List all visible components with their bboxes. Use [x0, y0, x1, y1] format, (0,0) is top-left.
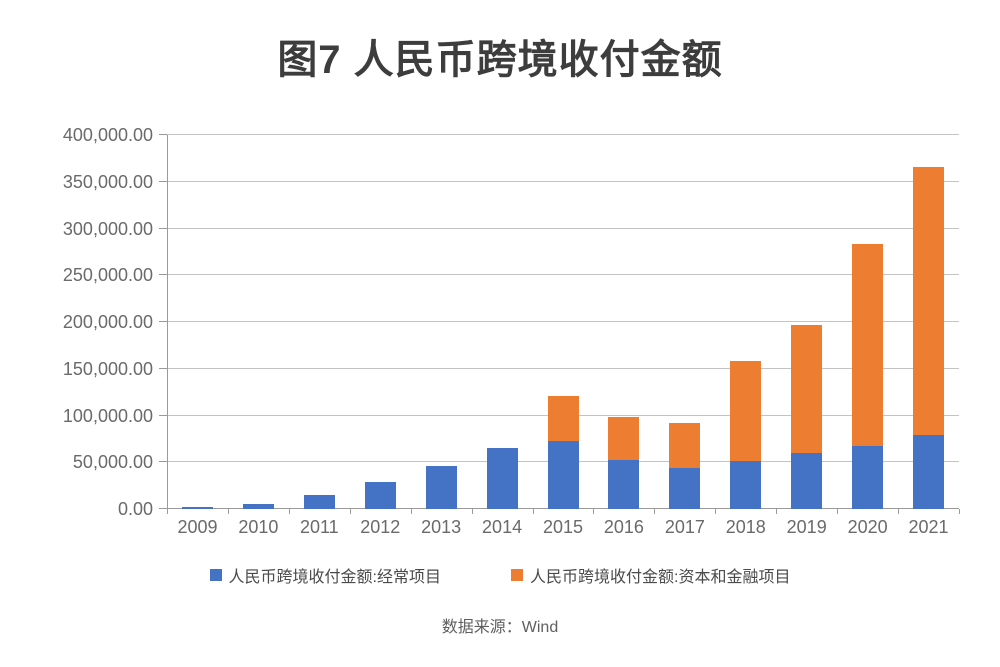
x-tick-label: 2020	[847, 517, 888, 537]
bar-2018-current-account	[730, 461, 762, 509]
x-tick-label: 2021	[908, 517, 949, 537]
x-axis-tick	[715, 509, 717, 514]
y-axis-line	[167, 135, 168, 509]
y-axis-tick	[159, 227, 167, 229]
x-axis-tick	[288, 509, 290, 514]
legend-item-current-account: 人民币跨境收付金额:经常项目	[209, 563, 441, 587]
y-tick-label: 100,000.00	[62, 405, 153, 426]
x-tick-label: 2015	[542, 517, 584, 537]
legend-swatch-capital-financial-account	[511, 569, 523, 581]
y-axis-tick	[159, 461, 167, 463]
x-tick-label: 2017	[664, 517, 705, 537]
bar-2019-capital-financial-account	[791, 325, 823, 453]
legend-item-capital-financial-account: 人民币跨境收付金额:资本和金融项目	[511, 563, 790, 587]
x-tick-label: 2010	[238, 517, 279, 537]
x-axis-tick	[593, 509, 595, 514]
gridline	[167, 274, 959, 276]
x-axis-tick	[167, 509, 168, 514]
bar-2013-current-account	[425, 465, 457, 509]
x-axis-tick	[349, 509, 351, 514]
y-tick-label: 50,000.00	[72, 452, 153, 473]
legend-label-capital-financial-account: 人民币跨境收付金额:资本和金融项目	[530, 569, 791, 586]
y-tick-label: 250,000.00	[62, 265, 153, 286]
chart-title: 图7 人民币跨境收付金额	[277, 38, 723, 82]
bar-2018-capital-financial-account	[730, 360, 762, 462]
x-tick-label: 2016	[603, 517, 644, 537]
x-tick-label: 2018	[725, 517, 766, 537]
bar-2017-current-account	[669, 468, 701, 509]
x-tick-label: 2012	[360, 517, 401, 537]
x-tick-label: 2014	[482, 517, 523, 537]
chart-legend: 人民币跨境收付金额:经常项目 人民币跨境收付金额:资本和金融项目	[0, 563, 1000, 587]
bar-2012-current-account	[364, 482, 396, 509]
y-tick-label: 300,000.00	[62, 218, 153, 239]
bar-2015-capital-financial-account	[547, 395, 579, 442]
y-axis-tick	[159, 134, 167, 135]
bar-2011-current-account	[303, 494, 335, 509]
x-axis-tick	[471, 509, 473, 514]
gridline	[167, 227, 959, 229]
bar-2019-current-account	[791, 452, 823, 509]
x-axis-tick	[898, 509, 900, 514]
bar-2017-capital-financial-account	[669, 422, 701, 469]
y-axis-tick	[159, 321, 167, 322]
gridline	[167, 321, 959, 322]
gridline	[167, 367, 959, 369]
y-axis-tick	[159, 367, 167, 369]
y-tick-label: 350,000.00	[62, 171, 153, 192]
y-axis-tick	[159, 180, 167, 182]
bar-2010-current-account	[242, 504, 274, 509]
x-axis-tick	[227, 509, 229, 514]
legend-swatch-current-account	[209, 569, 222, 581]
y-tick-label: 150,000.00	[62, 358, 153, 379]
y-axis-tick	[159, 274, 167, 276]
bar-2016-current-account	[608, 460, 640, 509]
bar-2016-capital-financial-account	[608, 416, 640, 461]
x-axis-tick	[776, 509, 778, 514]
legend-label-current-account: 人民币跨境收付金额:经常项目	[228, 569, 441, 586]
y-tick-label: 0.00	[117, 499, 153, 519]
x-axis-tick	[410, 509, 412, 514]
y-tick-label: 200,000.00	[62, 312, 153, 332]
bar-2021-current-account	[913, 434, 945, 509]
bar-2021-capital-financial-account	[913, 166, 945, 435]
y-axis-tick	[159, 414, 167, 416]
x-axis-tick	[959, 509, 960, 514]
bar-2020-current-account	[852, 445, 884, 509]
x-axis-tick	[532, 509, 534, 514]
bar-2014-current-account	[486, 447, 518, 509]
gridline	[167, 134, 959, 135]
x-axis-tick	[654, 509, 656, 514]
bar-2015-current-account	[547, 441, 579, 509]
y-tick-label: 400,000.00	[62, 125, 153, 145]
bar-2009-current-account	[181, 507, 213, 509]
x-tick-label: 2009	[177, 517, 218, 537]
x-tick-label: 2013	[421, 517, 462, 537]
data-source-note: 数据来源：Wind	[441, 619, 559, 636]
bar-2020-capital-financial-account	[852, 243, 884, 446]
x-tick-label: 2019	[786, 517, 827, 537]
x-axis-tick	[837, 509, 839, 514]
gridline	[167, 180, 959, 182]
y-axis-tick	[159, 508, 167, 509]
x-tick-label: 2011	[299, 517, 339, 537]
